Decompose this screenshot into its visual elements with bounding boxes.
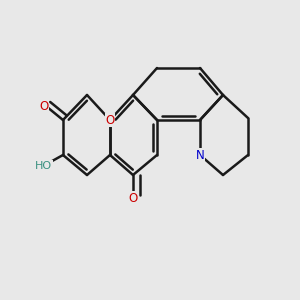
Text: O: O [39,100,48,113]
Text: N: N [196,148,204,161]
Text: O: O [128,192,138,205]
Text: HO: HO [35,160,52,170]
Text: O: O [105,113,115,127]
